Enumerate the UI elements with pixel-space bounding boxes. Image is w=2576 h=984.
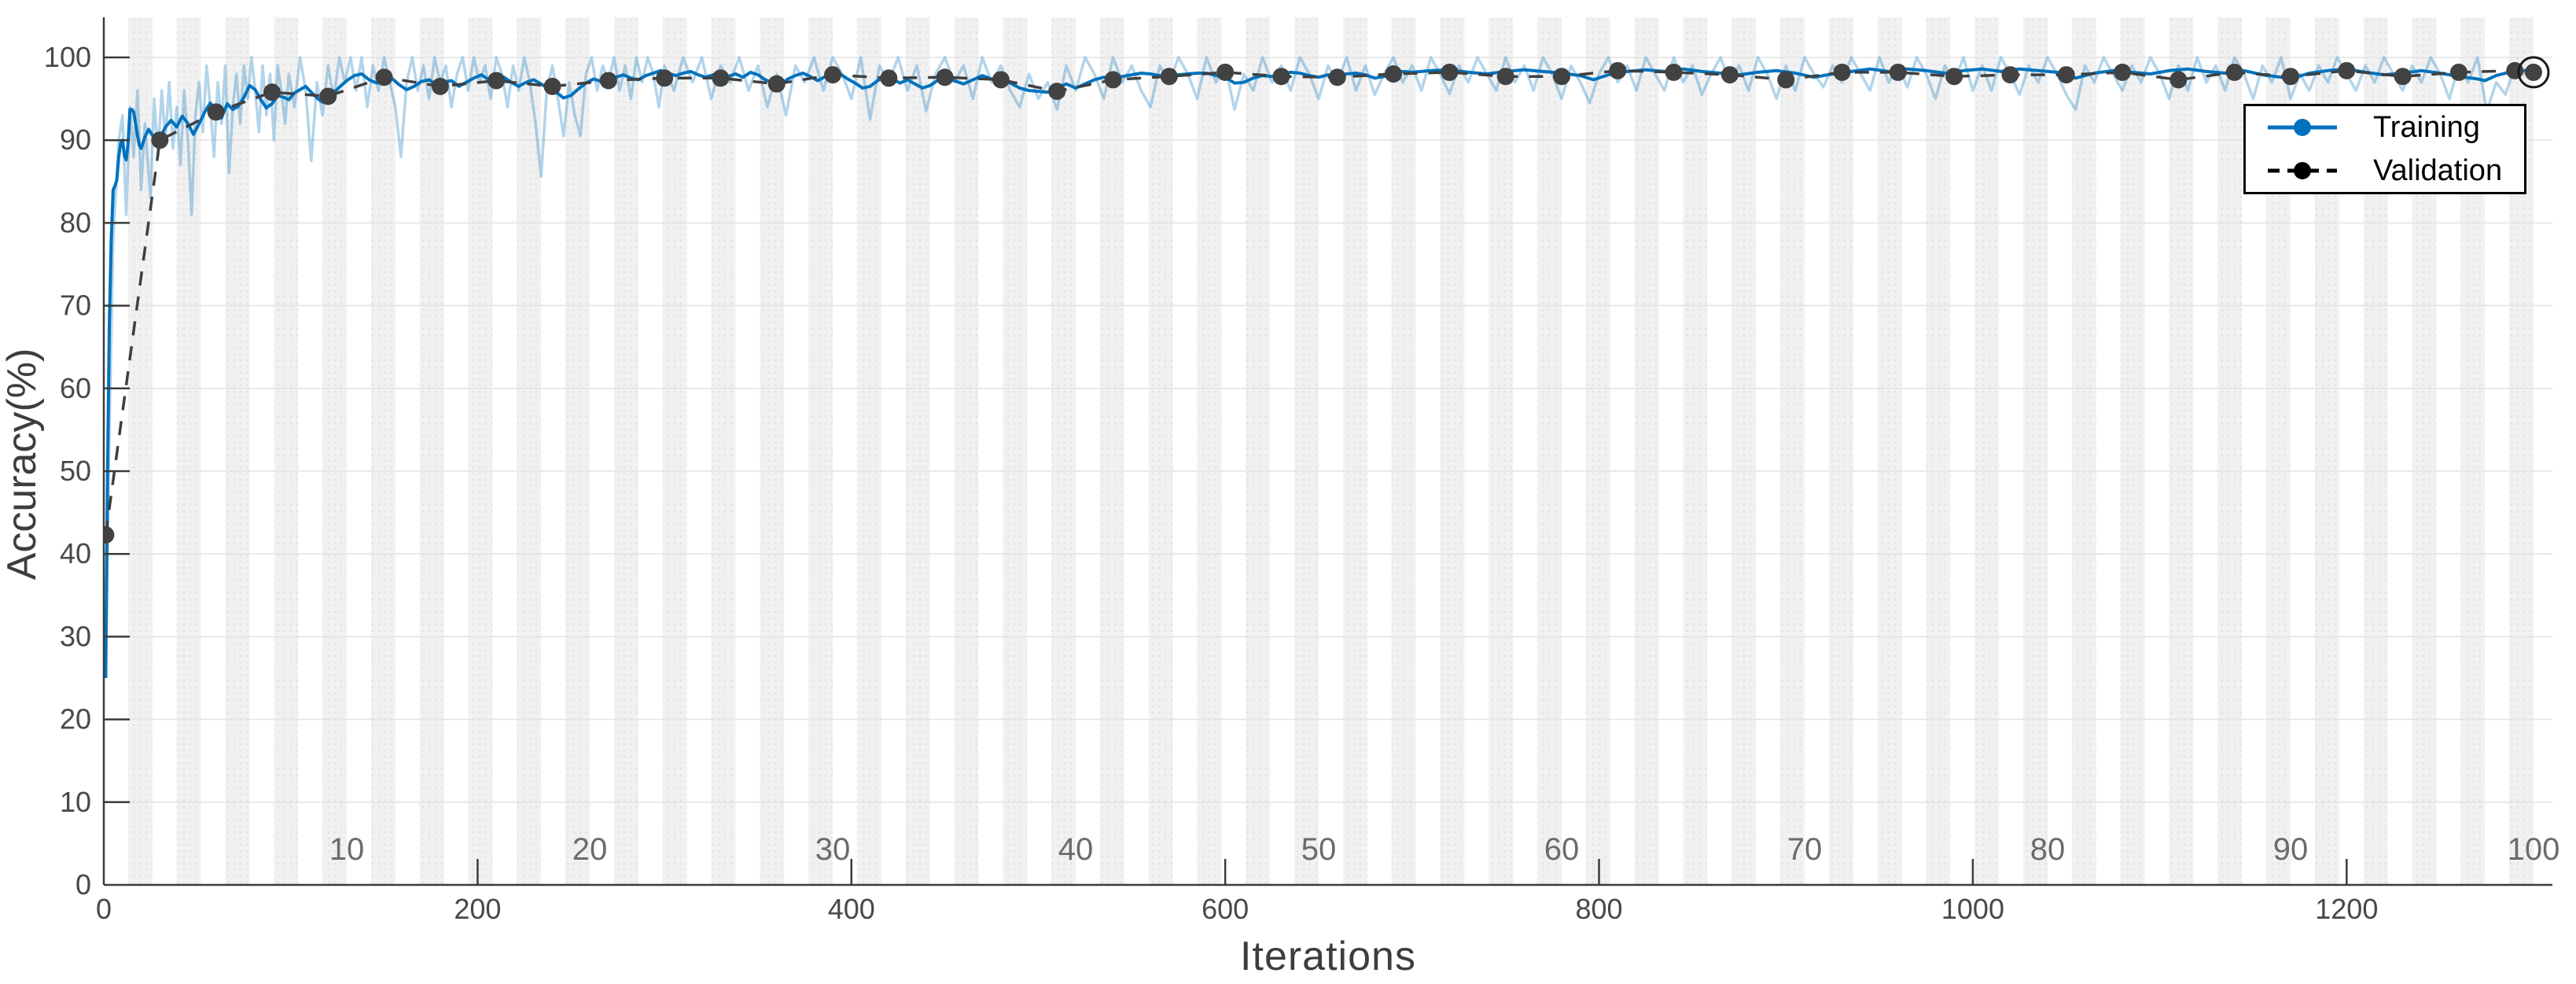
svg-text:20: 20 xyxy=(572,832,608,867)
svg-text:80: 80 xyxy=(2030,832,2066,867)
svg-text:90: 90 xyxy=(2273,832,2309,867)
legend: Training Validation xyxy=(2243,104,2526,194)
legend-item-training: Training xyxy=(2246,106,2524,149)
x-axis-title: Iterations xyxy=(1240,934,1416,979)
svg-text:100: 100 xyxy=(2508,832,2560,867)
svg-text:400: 400 xyxy=(828,893,875,925)
svg-text:0: 0 xyxy=(75,868,91,901)
svg-text:800: 800 xyxy=(1575,893,1622,925)
svg-text:40: 40 xyxy=(1058,832,1094,867)
svg-text:70: 70 xyxy=(60,289,91,322)
final-validation-ring xyxy=(2517,56,2550,89)
svg-text:100: 100 xyxy=(44,41,91,73)
y-axis-title: Accuracy(%) xyxy=(0,348,45,580)
svg-text:90: 90 xyxy=(60,123,91,156)
legend-label-training: Training xyxy=(2373,111,2480,145)
training-line-icon xyxy=(2268,119,2337,137)
svg-text:50: 50 xyxy=(1301,832,1337,867)
svg-text:60: 60 xyxy=(1544,832,1580,867)
epoch-labels: 10 20 30 40 50 60 70 80 90 100 xyxy=(329,832,2560,867)
svg-text:50: 50 xyxy=(60,455,91,487)
series xyxy=(104,56,2550,679)
svg-text:40: 40 xyxy=(60,537,91,569)
svg-text:20: 20 xyxy=(60,703,91,735)
svg-text:200: 200 xyxy=(454,893,501,925)
svg-text:1200: 1200 xyxy=(2315,893,2378,925)
svg-text:600: 600 xyxy=(1202,893,1249,925)
legend-item-validation: Validation xyxy=(2246,149,2524,193)
legend-label-validation: Validation xyxy=(2373,153,2503,187)
svg-text:70: 70 xyxy=(1787,832,1823,867)
validation-markers xyxy=(104,61,2542,544)
epoch-stripes xyxy=(127,17,2534,885)
svg-text:1000: 1000 xyxy=(1941,893,2004,925)
svg-text:10: 10 xyxy=(329,832,365,867)
svg-text:80: 80 xyxy=(60,206,91,238)
gridlines xyxy=(104,57,2552,803)
svg-text:10: 10 xyxy=(60,786,91,818)
svg-text:0: 0 xyxy=(96,893,112,925)
axes xyxy=(102,17,2552,886)
tick-marks xyxy=(104,56,2348,885)
svg-text:30: 30 xyxy=(815,832,851,867)
validation-line-icon xyxy=(2268,161,2337,179)
svg-text:30: 30 xyxy=(60,620,91,652)
svg-text:60: 60 xyxy=(60,372,91,404)
